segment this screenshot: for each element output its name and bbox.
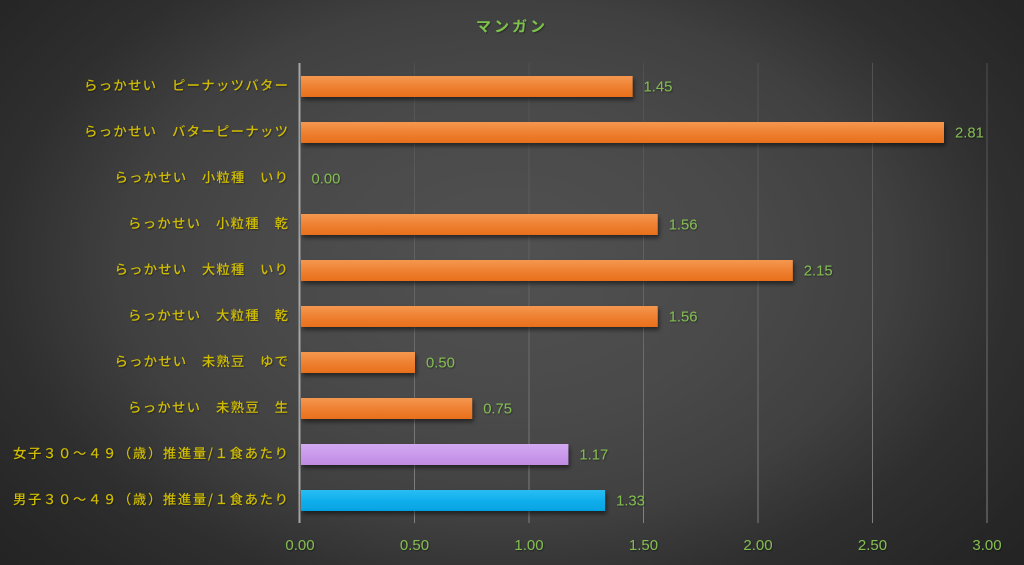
svg-text:1.56: 1.56 [669,310,698,326]
svg-text:0.50: 0.50 [426,356,455,372]
svg-text:0.00: 0.00 [312,172,341,188]
svg-text:0.75: 0.75 [483,402,512,418]
svg-text:1.45: 1.45 [644,80,673,96]
svg-text:1.00: 1.00 [514,537,543,554]
svg-text:2.00: 2.00 [743,537,772,554]
svg-text:1.56: 1.56 [669,218,698,234]
svg-text:1.50: 1.50 [629,537,658,554]
svg-text:0.00: 0.00 [285,537,314,554]
svg-text:2.50: 2.50 [858,537,887,554]
svg-text:1.33: 1.33 [616,494,645,510]
svg-text:2.15: 2.15 [804,264,833,280]
svg-text:2.81: 2.81 [955,126,984,142]
svg-text:3.00: 3.00 [972,537,1001,554]
svg-text:0.50: 0.50 [400,537,429,554]
svg-text:1.17: 1.17 [579,448,608,464]
